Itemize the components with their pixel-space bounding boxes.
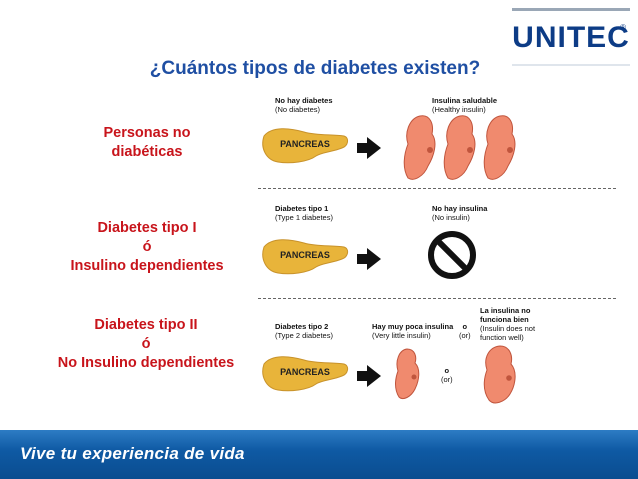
footer-slogan: Vive tu experiencia de vida (20, 444, 245, 463)
row2-result-es: No hay insulina (432, 204, 488, 213)
row3-result-en-2: function well) (480, 333, 524, 342)
row3-label: Diabetes tipo 2 (Type 2 diabetes) (275, 322, 333, 340)
page-title: ¿Cuántos tipos de diabetes existen? (149, 58, 481, 79)
row3-or1-es: o (462, 322, 468, 331)
row1-result: Insulina saludable (Healthy insulin) (432, 96, 497, 114)
category-no-diabetes-line2: diabéticas (111, 144, 183, 160)
row3-result-en-1: (Insulin does not (480, 324, 536, 333)
row3-mid: Hay muy poca insulina (Very little insul… (372, 322, 453, 340)
category-type2-line3: No Insulino dependientes (57, 355, 235, 371)
row3-or2-es: o (444, 366, 450, 375)
row2-label-en: (Type 1 diabetes) (275, 213, 333, 222)
row2-label: Diabetes tipo 1 (Type 1 diabetes) (275, 204, 333, 222)
row1-pancreas-label: PANCREAS (280, 139, 330, 149)
row3-label-es: Diabetes tipo 2 (275, 322, 329, 331)
row3-or1-en: (or) (459, 331, 471, 340)
row3-small-insulin-icon (391, 347, 425, 408)
row3-mid-en: (Very little insulin) (372, 331, 431, 340)
row3-ineffective-insulin-icon (478, 344, 522, 411)
logo-registered-mark: ® (620, 23, 626, 32)
row3-or2-en: (or) (441, 375, 453, 384)
category-no-diabetes-line1: Personas no (103, 125, 191, 141)
category-type2: Diabetes tipo II ó No Insulino dependien… (46, 316, 246, 373)
row3-label-en: (Type 2 diabetes) (275, 331, 333, 340)
row2-label-es: Diabetes tipo 1 (275, 204, 329, 213)
row3-or1: o (or) (459, 322, 471, 340)
row3-pancreas-label: PANCREAS (280, 367, 330, 377)
row3-result-es-1: La insulina no (480, 306, 531, 315)
row-divider-1 (258, 188, 616, 189)
row1-label-es: No hay diabetes (275, 96, 333, 105)
category-no-diabetes: Personas no diabéticas (62, 124, 232, 162)
footer-bar (0, 430, 638, 479)
row2-pancreas: PANCREAS (260, 233, 350, 279)
row3-result: La insulina no funciona bien (Insulin do… (480, 306, 535, 342)
row3-or2: o (or) (441, 366, 453, 384)
row2-result-en: (No insulin) (432, 213, 470, 222)
category-type1-line1: Diabetes tipo I (97, 220, 197, 236)
row1-arrow-icon (357, 137, 381, 164)
row3-result-es-2: funciona bien (480, 315, 529, 324)
row2-arrow-icon (357, 248, 381, 275)
row1-insulin-figures-icon (400, 112, 530, 189)
row3-mid-es: Hay muy poca insulina (372, 322, 454, 331)
row1-label: No hay diabetes (No diabetes) (275, 96, 333, 114)
row3-arrow-icon (357, 365, 381, 392)
logo-text: UNITEC (512, 21, 630, 54)
row2-pancreas-label: PANCREAS (280, 250, 330, 260)
row1-result-en: (Healthy insulin) (432, 105, 486, 114)
row-divider-2 (258, 298, 616, 299)
row3-pancreas: PANCREAS (260, 350, 350, 396)
category-type1-line2: ó (142, 239, 152, 255)
unitec-logo: UNITEC ® (512, 8, 630, 66)
row1-label-en: (No diabetes) (275, 105, 321, 114)
row1-pancreas: PANCREAS (260, 122, 350, 168)
category-type2-line2: ó (141, 336, 151, 352)
category-type1-line3: Insulino dependientes (70, 258, 224, 274)
row1-result-es: Insulina saludable (432, 96, 498, 105)
row2-prohibited-icon (427, 230, 477, 285)
category-type2-line1: Diabetes tipo II (94, 317, 198, 333)
category-type1: Diabetes tipo I ó Insulino dependientes (52, 219, 242, 276)
row2-result: No hay insulina (No insulin) (432, 204, 487, 222)
